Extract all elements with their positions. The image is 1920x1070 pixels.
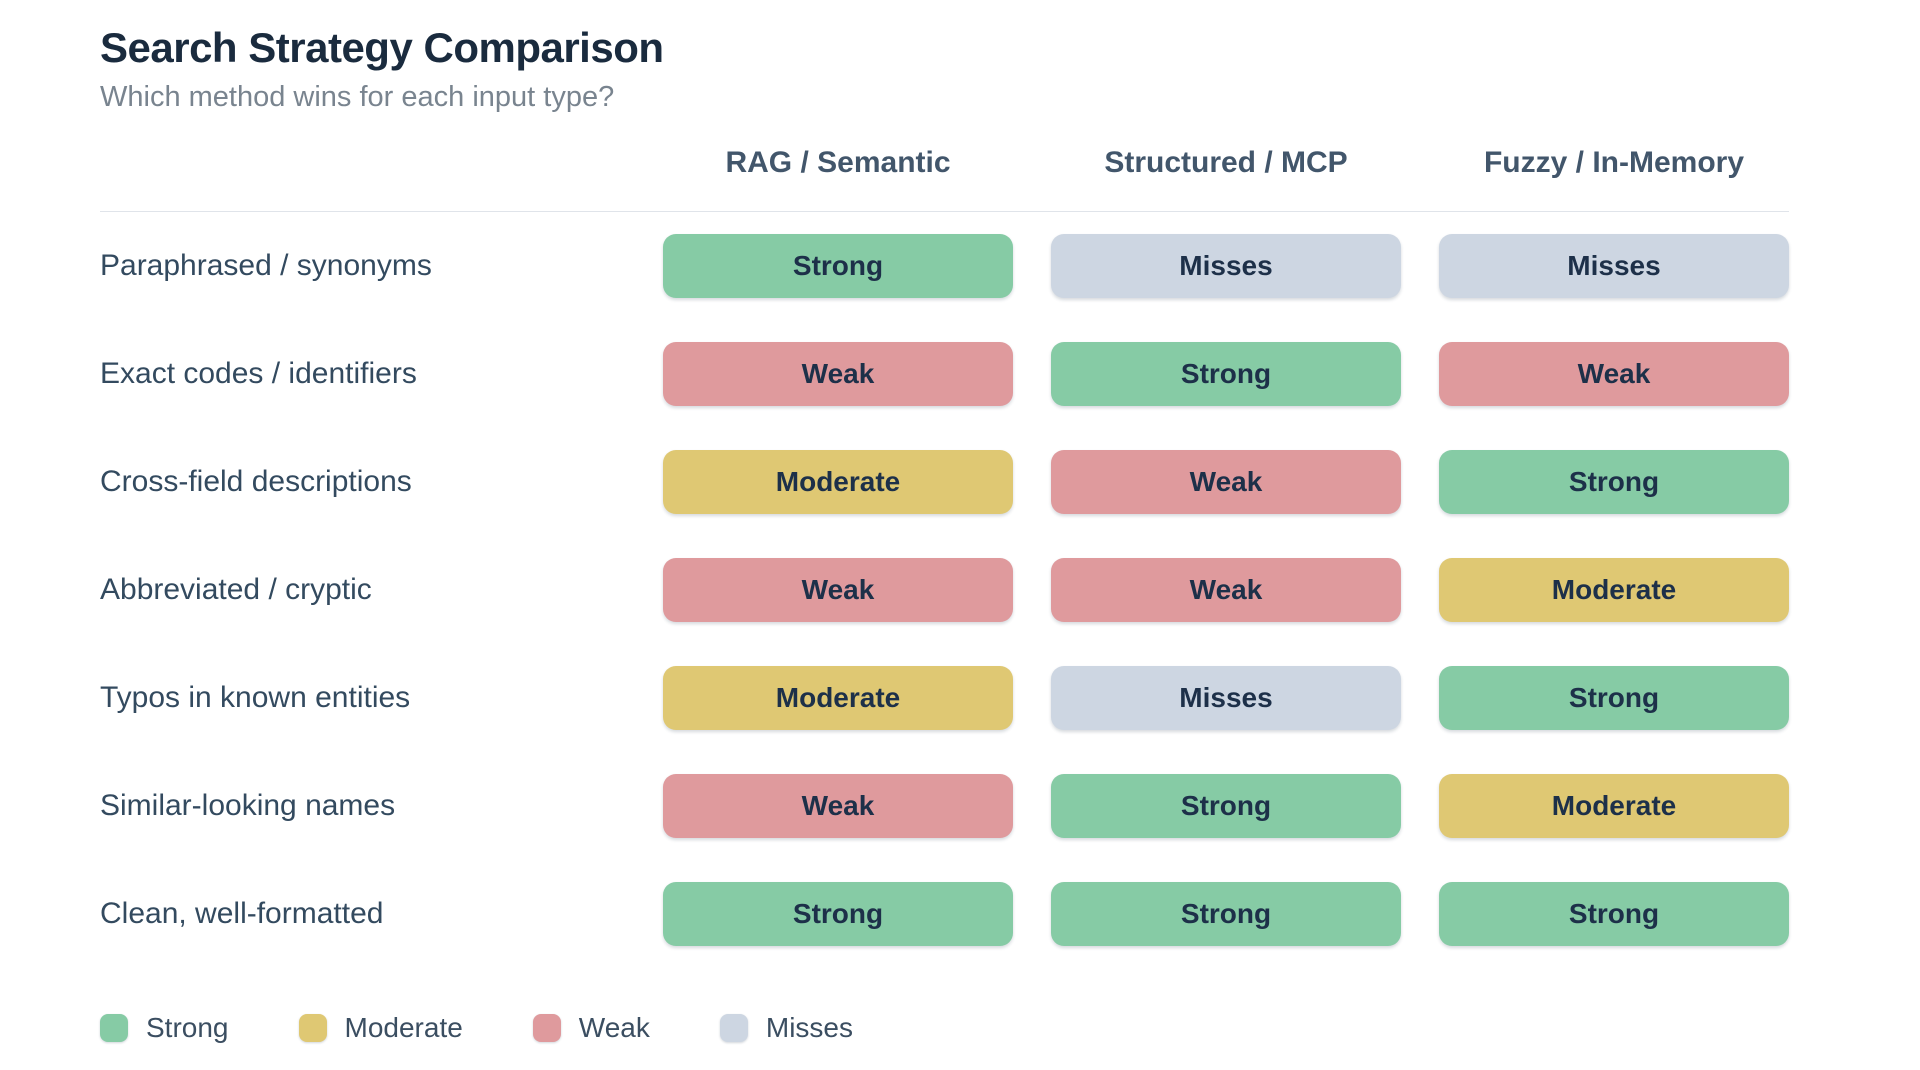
row-label: Similar-looking names bbox=[100, 789, 396, 823]
table-cell: Misses bbox=[1051, 644, 1401, 752]
table-cell: Strong bbox=[663, 860, 1013, 968]
legend-label: Strong bbox=[146, 1012, 229, 1044]
rating-badge: Misses bbox=[1051, 234, 1401, 299]
row-label: Exact codes / identifiers bbox=[100, 357, 417, 391]
page-subtitle: Which method wins for each input type? bbox=[100, 81, 615, 114]
rating-badge: Weak bbox=[663, 774, 1013, 839]
legend-color-swatch bbox=[298, 1014, 327, 1043]
table-cell: Strong bbox=[1051, 752, 1401, 860]
row-label: Typos in known entities bbox=[100, 681, 411, 715]
rating-badge: Strong bbox=[663, 882, 1013, 947]
rating-badge: Strong bbox=[1051, 342, 1401, 407]
rating-badge: Strong bbox=[1439, 666, 1789, 731]
table-cell: Moderate bbox=[1439, 536, 1789, 644]
table-cell: Strong bbox=[1051, 860, 1401, 968]
column-header-fuzzy-in-memory: Fuzzy / In-Memory bbox=[1483, 146, 1745, 180]
rating-badge: Strong bbox=[1051, 882, 1401, 947]
table-cell: Weak bbox=[1439, 320, 1789, 428]
rating-badge: Weak bbox=[1439, 342, 1789, 407]
rating-badge: Strong bbox=[663, 234, 1013, 299]
table-cell: Misses bbox=[1051, 212, 1401, 320]
table-cell: Weak bbox=[663, 320, 1013, 428]
legend-label: Weak bbox=[578, 1012, 650, 1044]
legend: Strong Moderate Weak Misses bbox=[100, 1012, 1800, 1044]
legend-item-weak: Weak bbox=[532, 1012, 650, 1044]
legend-item-moderate: Moderate bbox=[298, 1012, 463, 1044]
page-title: Search Strategy Comparison bbox=[100, 24, 664, 71]
legend-color-swatch bbox=[532, 1014, 561, 1043]
chart-container: Search Strategy Comparison Which method … bbox=[100, 24, 1800, 1044]
legend-color-swatch bbox=[100, 1014, 128, 1043]
table-cell: Weak bbox=[663, 536, 1013, 644]
table-cell: Misses bbox=[1439, 212, 1789, 320]
legend-item-strong: Strong bbox=[100, 1012, 229, 1044]
rating-badge: Strong bbox=[1439, 882, 1789, 947]
legend-color-swatch bbox=[719, 1014, 748, 1043]
table-cell: Weak bbox=[663, 752, 1013, 860]
rating-badge: Moderate bbox=[1439, 558, 1789, 623]
table-cell: Strong bbox=[1439, 428, 1789, 536]
column-header-rag-semantic: RAG / Semantic bbox=[725, 146, 951, 180]
rating-badge: Moderate bbox=[1439, 774, 1789, 839]
rating-badge: Moderate bbox=[663, 450, 1013, 515]
legend-label: Misses bbox=[765, 1012, 853, 1044]
row-label: Abbreviated / cryptic bbox=[100, 573, 372, 607]
table-cell: Weak bbox=[1051, 428, 1401, 536]
legend-label: Moderate bbox=[344, 1012, 463, 1044]
row-label: Paraphrased / synonyms bbox=[100, 249, 432, 283]
table-cell: Strong bbox=[663, 212, 1013, 320]
header-spacer bbox=[100, 115, 625, 211]
table-cell: Strong bbox=[1439, 860, 1789, 968]
table-cell: Strong bbox=[1051, 320, 1401, 428]
row-label: Clean, well-formatted bbox=[100, 897, 384, 931]
column-header-structured-mcp: Structured / MCP bbox=[1104, 146, 1348, 180]
header-divider bbox=[100, 211, 1789, 213]
table-cell: Moderate bbox=[1439, 752, 1789, 860]
rating-badge: Moderate bbox=[663, 666, 1013, 731]
comparison-table: RAG / Semantic Structured / MCP Fuzzy / … bbox=[100, 115, 1800, 968]
row-label: Cross-field descriptions bbox=[100, 465, 412, 499]
rating-badge: Weak bbox=[663, 342, 1013, 407]
rating-badge: Misses bbox=[1439, 234, 1789, 299]
table-cell: Weak bbox=[1051, 536, 1401, 644]
rating-badge: Weak bbox=[663, 558, 1013, 623]
rating-badge: Misses bbox=[1051, 666, 1401, 731]
rating-badge: Strong bbox=[1051, 774, 1401, 839]
table-cell: Moderate bbox=[663, 428, 1013, 536]
table-cell: Moderate bbox=[663, 644, 1013, 752]
rating-badge: Weak bbox=[1051, 450, 1401, 515]
rating-badge: Weak bbox=[1051, 558, 1401, 623]
rating-badge: Strong bbox=[1439, 450, 1789, 515]
table-cell: Strong bbox=[1439, 644, 1789, 752]
legend-item-misses: Misses bbox=[719, 1012, 853, 1044]
